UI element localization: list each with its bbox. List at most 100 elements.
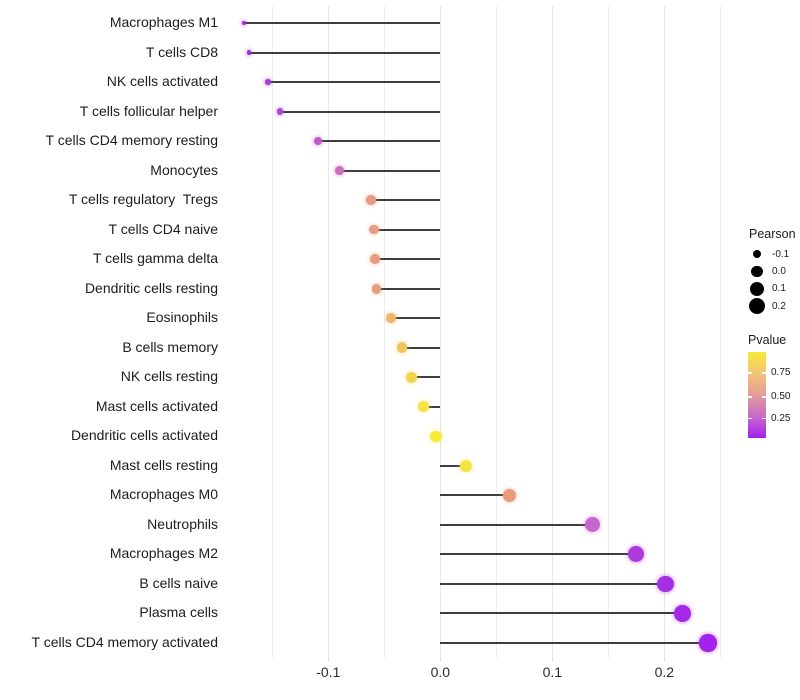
data-point-dot — [503, 488, 517, 502]
row-label: T cells CD4 memory resting — [45, 132, 218, 149]
data-point-dot — [459, 459, 473, 472]
legend-pearson-title: Pearson — [749, 227, 796, 241]
stem-line — [376, 287, 441, 290]
stem-line — [440, 494, 510, 497]
x-tick-mark — [663, 658, 665, 661]
row-label: T cells follicular helper — [79, 102, 218, 119]
data-point-dot — [417, 401, 430, 413]
row-label: T cells CD8 — [145, 43, 218, 60]
row-label: Monocytes — [150, 161, 218, 178]
colorbar-label: 0.25 — [771, 413, 791, 425]
stem-line — [370, 199, 441, 202]
row-label: Dendritic cells resting — [84, 279, 218, 296]
row-label: Macrophages M2 — [109, 545, 218, 562]
stem-line — [411, 376, 441, 379]
gridline — [551, 6, 553, 658]
gridline — [607, 6, 609, 658]
row-label: Macrophages M1 — [109, 14, 218, 30]
data-point-dot — [699, 634, 717, 652]
x-tick-label: 0.0 — [430, 664, 451, 680]
row-label: B cells naive — [139, 574, 218, 591]
legend-size-dot — [749, 281, 765, 296]
row-label: NK cells resting — [120, 368, 218, 385]
gridline — [327, 6, 329, 658]
stem-line — [440, 464, 467, 467]
row-label: Eosinophils — [146, 309, 218, 326]
gridline — [383, 6, 385, 658]
data-point-dot — [277, 108, 284, 115]
row-label: T cells regulatory Tregs — [68, 191, 218, 208]
data-point-dot — [673, 605, 691, 622]
row-label: NK cells activated — [106, 73, 218, 90]
colorbar-tick — [748, 395, 752, 398]
data-point-dot — [369, 224, 380, 235]
row-label: T cells gamma delta — [92, 250, 218, 267]
row-label: Plasma cells — [139, 604, 218, 621]
row-label: Mast cells activated — [95, 397, 218, 414]
gridline — [439, 6, 441, 658]
stem-line — [440, 582, 666, 585]
row-label: T cells CD4 naive — [108, 220, 218, 237]
stem-line — [375, 258, 441, 261]
legend-size-label: 0.2 — [772, 300, 786, 312]
colorbar-tick — [762, 417, 766, 420]
row-label: Macrophages M0 — [109, 486, 218, 503]
colorbar-tick — [748, 372, 752, 374]
stem-line — [374, 228, 441, 231]
row-label: B cells memory — [122, 338, 218, 355]
data-point-dot — [430, 430, 442, 442]
data-point-dot — [405, 371, 417, 383]
row-label: Mast cells resting — [109, 456, 218, 473]
stem-line — [423, 405, 441, 408]
x-tick-mark — [439, 658, 441, 661]
data-point-dot — [246, 50, 251, 55]
x-tick-mark — [327, 658, 329, 661]
data-point-dot — [335, 166, 344, 175]
pvalue-colorbar — [748, 352, 766, 438]
x-tick-label: 0.1 — [542, 664, 563, 680]
legend-pvalue-title: Pvalue — [748, 333, 787, 347]
row-label: T cells CD4 memory activated — [31, 633, 218, 650]
colorbar-label: 0.75 — [771, 367, 791, 379]
colorbar-tick — [762, 395, 766, 398]
data-point-dot — [370, 254, 381, 265]
data-point-dot — [242, 21, 247, 25]
data-point-dot — [585, 517, 601, 533]
stem-line — [440, 612, 683, 615]
stem-line — [440, 523, 593, 526]
legend-size-label: 0.0 — [772, 266, 786, 278]
gridline — [495, 6, 497, 658]
row-label: Neutrophils — [147, 515, 218, 532]
stem-line — [267, 81, 441, 84]
row-label: Dendritic cells activated — [70, 427, 218, 444]
data-point-dot — [396, 342, 408, 353]
data-point-dot — [366, 195, 376, 205]
colorbar-label: 0.50 — [771, 391, 791, 403]
data-point-dot — [385, 313, 397, 324]
legend-size-label: 0.1 — [772, 283, 786, 295]
stem-line — [280, 110, 441, 113]
x-tick-mark — [551, 658, 553, 661]
gridline — [271, 6, 273, 658]
stem-line — [318, 140, 441, 143]
x-tick-label: -0.1 — [316, 664, 341, 680]
stem-line — [339, 169, 441, 172]
legend-size-dot — [751, 265, 763, 278]
data-point-dot — [314, 137, 323, 145]
colorbar-tick — [748, 417, 752, 420]
legend-size-dot — [748, 297, 766, 315]
stem-line — [440, 641, 708, 644]
gridline — [663, 6, 665, 658]
data-point-dot — [628, 546, 645, 563]
data-point-dot — [657, 575, 674, 593]
stem-line — [440, 553, 637, 556]
colorbar-tick — [762, 372, 766, 374]
stem-line — [248, 51, 441, 54]
stem-line — [244, 22, 441, 24]
x-tick-label: 0.2 — [654, 664, 675, 680]
legend-size-dot — [752, 250, 762, 259]
gridline — [719, 6, 721, 658]
data-point-dot — [265, 79, 271, 85]
legend-size-label: -0.1 — [772, 248, 790, 260]
